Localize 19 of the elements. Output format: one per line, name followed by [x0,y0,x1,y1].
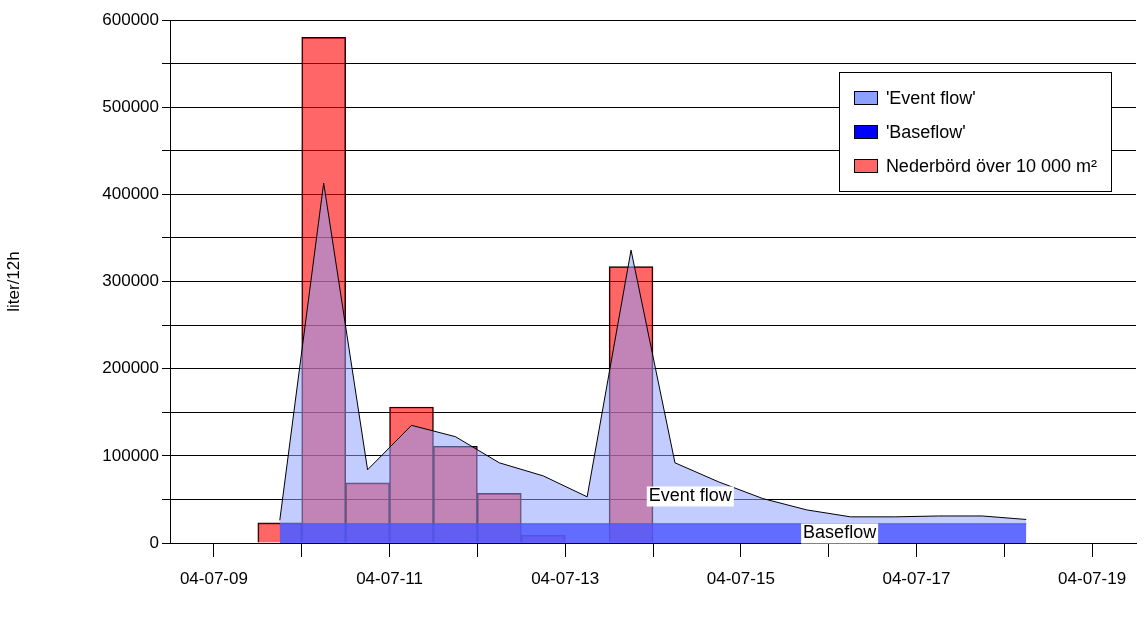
y-tick-label: 300000 [102,271,159,291]
x-tick-label: 04-07-11 [356,568,423,588]
legend-label: 'Baseflow' [885,121,966,143]
x-tick-label: 04-07-09 [179,568,248,588]
x-tick-label: 04-07-13 [531,568,600,588]
x-tick-label: 04-07-15 [706,568,775,588]
legend-label: Nederbörd över 10 000 m² [885,155,1097,177]
y-tick-label: 500000 [102,96,159,116]
y-tick-label: 100000 [102,445,159,465]
y-tick-label: 200000 [102,358,159,378]
y-tick-label: 600000 [102,9,159,29]
annotation: Event flow [648,485,733,506]
y-tick-label: 0 [149,532,159,552]
annotation: Baseflow [803,522,878,543]
x-tick-label: 04-07-19 [1058,568,1127,588]
legend-label: 'Event flow' [885,87,976,109]
y-tick-label: 400000 [102,184,159,204]
y-axis-title: liter/12h [3,251,23,312]
x-tick-label: 04-07-17 [882,568,951,588]
